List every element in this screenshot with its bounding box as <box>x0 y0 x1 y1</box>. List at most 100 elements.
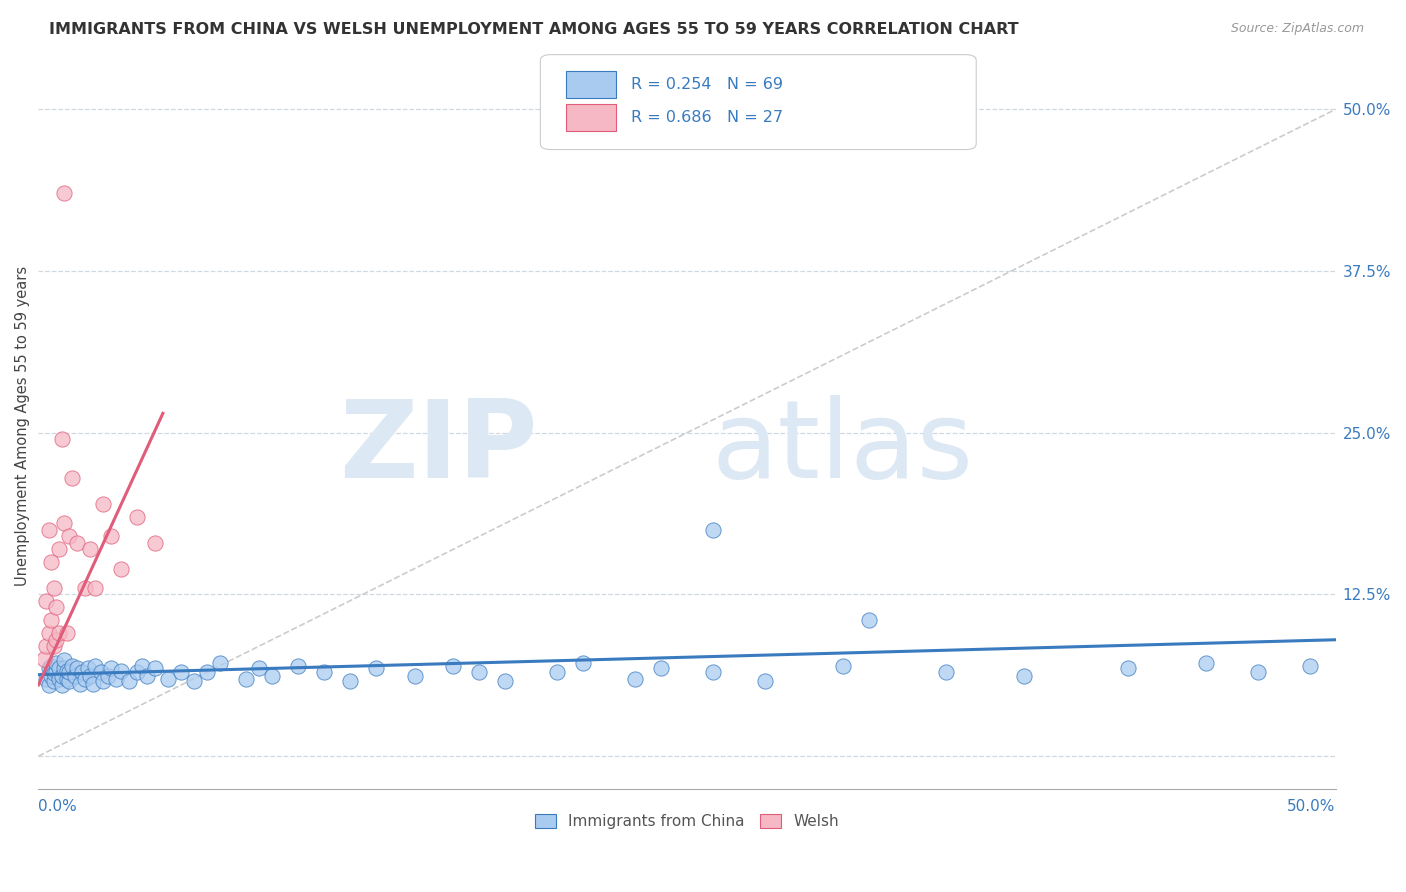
Point <box>39 613 62 627</box>
Point <box>53 661 76 675</box>
Point <box>72 665 94 679</box>
Point <box>131 658 153 673</box>
Legend: Immigrants from China, Welsh: Immigrants from China, Welsh <box>529 807 845 835</box>
Point <box>624 672 647 686</box>
Point <box>287 658 309 673</box>
Point <box>48 661 70 675</box>
Point <box>56 626 79 640</box>
Point <box>35 672 58 686</box>
Point <box>35 594 58 608</box>
Point <box>105 672 128 686</box>
Point <box>79 669 101 683</box>
Point <box>125 665 148 679</box>
Point <box>312 665 335 679</box>
Point <box>58 529 80 543</box>
Point <box>858 613 880 627</box>
Point <box>45 600 67 615</box>
Point <box>91 497 114 511</box>
Point <box>1298 658 1320 673</box>
Point <box>110 664 132 678</box>
Point <box>404 669 426 683</box>
Point <box>143 535 166 549</box>
Point <box>831 658 853 673</box>
Point <box>935 665 957 679</box>
Point <box>339 674 361 689</box>
Point <box>39 555 62 569</box>
Point <box>90 665 112 679</box>
Point <box>66 535 89 549</box>
Point <box>48 542 70 557</box>
Point <box>364 661 387 675</box>
Point <box>53 516 76 531</box>
Point <box>136 669 159 683</box>
Point <box>51 678 73 692</box>
Point <box>42 581 65 595</box>
Point <box>754 674 776 689</box>
Point <box>32 652 55 666</box>
Point <box>572 656 595 670</box>
Point <box>73 581 96 595</box>
Point <box>157 672 180 686</box>
Point <box>100 529 122 543</box>
Point <box>48 626 70 640</box>
Point <box>35 639 58 653</box>
Point <box>42 674 65 689</box>
Point <box>69 677 91 691</box>
FancyBboxPatch shape <box>567 70 616 98</box>
FancyBboxPatch shape <box>540 54 976 150</box>
Point <box>38 523 60 537</box>
Point <box>118 674 141 689</box>
Text: atlas: atlas <box>711 395 973 501</box>
Point <box>66 661 89 675</box>
Point <box>39 669 62 683</box>
Text: R = 0.686   N = 27: R = 0.686 N = 27 <box>631 111 783 125</box>
Point <box>42 639 65 653</box>
Point <box>143 661 166 675</box>
Point <box>58 674 80 689</box>
Point <box>76 661 98 675</box>
Point <box>53 653 76 667</box>
Point <box>468 665 491 679</box>
Point <box>110 561 132 575</box>
Point <box>73 672 96 686</box>
Point <box>1195 656 1218 670</box>
Point <box>82 677 104 691</box>
Point <box>45 656 67 670</box>
Point <box>260 669 283 683</box>
Point <box>60 471 83 485</box>
Point <box>195 665 218 679</box>
Point <box>63 669 86 683</box>
Point <box>56 672 79 686</box>
Point <box>1116 661 1139 675</box>
Point <box>60 658 83 673</box>
Point <box>38 661 60 675</box>
Point <box>38 626 60 640</box>
Point <box>235 672 257 686</box>
Point <box>84 581 107 595</box>
Point <box>39 658 62 673</box>
Point <box>51 669 73 683</box>
Point <box>58 665 80 679</box>
Point <box>48 672 70 686</box>
Point <box>247 661 270 675</box>
Point <box>51 432 73 446</box>
Point <box>42 666 65 681</box>
Point <box>53 186 76 201</box>
Point <box>650 661 672 675</box>
Point <box>45 632 67 647</box>
Text: Source: ZipAtlas.com: Source: ZipAtlas.com <box>1230 22 1364 36</box>
Point <box>79 542 101 557</box>
Text: IMMIGRANTS FROM CHINA VS WELSH UNEMPLOYMENT AMONG AGES 55 TO 59 YEARS CORRELATIO: IMMIGRANTS FROM CHINA VS WELSH UNEMPLOYM… <box>49 22 1019 37</box>
Point <box>494 674 516 689</box>
Point <box>38 678 60 692</box>
Point <box>56 664 79 678</box>
Point <box>1012 669 1035 683</box>
Point <box>91 674 114 689</box>
Point <box>1247 665 1270 679</box>
Point <box>443 658 465 673</box>
Text: 0.0%: 0.0% <box>38 799 77 814</box>
Point <box>45 664 67 678</box>
Point <box>125 509 148 524</box>
Y-axis label: Unemployment Among Ages 55 to 59 years: Unemployment Among Ages 55 to 59 years <box>15 266 30 586</box>
Point <box>702 523 724 537</box>
